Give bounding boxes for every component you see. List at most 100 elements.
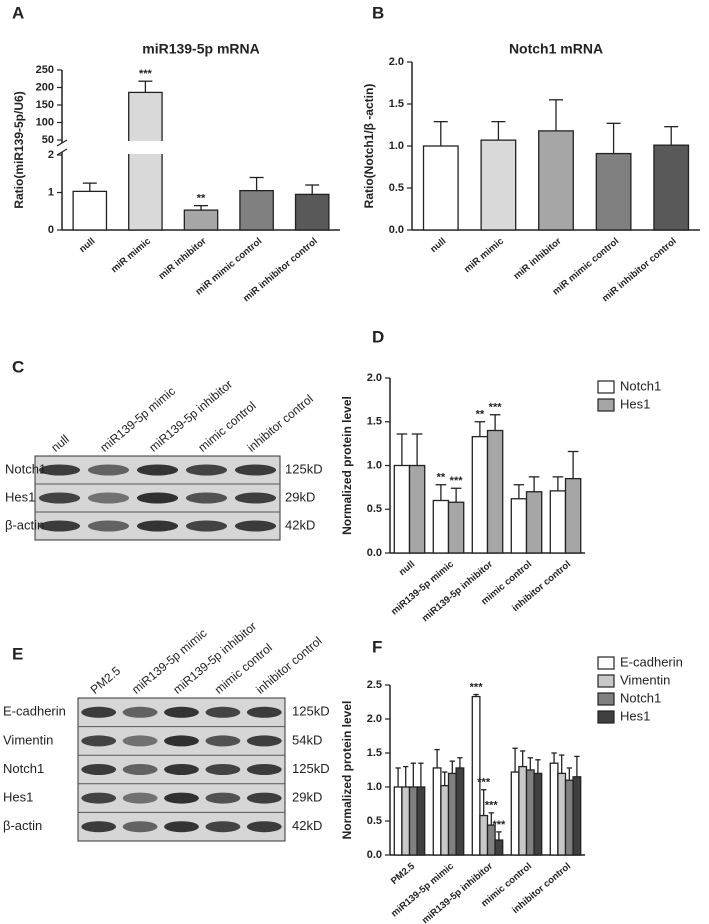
x-tick-label: null (77, 236, 97, 255)
bar (471, 435, 489, 554)
significance: ** (197, 193, 206, 205)
bar (416, 786, 426, 856)
bar (557, 772, 567, 856)
bar (494, 839, 504, 856)
y-axis-label: Normalized protein level (340, 396, 354, 535)
blot-band (185, 492, 228, 504)
blot-band (87, 492, 130, 504)
panel-letter: D (372, 327, 384, 346)
x-tick-label: miR mimic (109, 236, 153, 275)
blot-size-label: 125kD (292, 761, 330, 776)
blot-band (38, 492, 81, 504)
blot-band (136, 492, 179, 504)
bar (72, 190, 108, 231)
bar (128, 91, 163, 231)
blot-row-label: β-actin (3, 818, 42, 833)
lane-label: null (48, 432, 71, 455)
blot-band (122, 792, 158, 804)
lane-label: miR139-5p inhibitor (146, 377, 235, 455)
blot-band (246, 764, 282, 775)
y-tick-label: 0.0 (389, 224, 404, 236)
bar (525, 769, 535, 856)
x-tick-label: miR139-5p inhibitor (420, 559, 495, 625)
bar (549, 762, 559, 856)
y-tick-label: 1.0 (389, 140, 404, 152)
legend-swatch (597, 380, 615, 394)
panel-letter: F (372, 637, 382, 656)
legend-swatch (597, 656, 615, 670)
break-mark (56, 139, 68, 147)
y-tick-label: 200 (36, 81, 54, 93)
bar (447, 501, 465, 554)
y-tick-label: 0.5 (367, 503, 382, 515)
legend-label: Notch1 (620, 690, 661, 705)
blot-size-label: 29kD (285, 489, 315, 504)
blot-row-label: Notch1 (5, 461, 46, 476)
blot-band (234, 464, 277, 476)
bar (455, 767, 465, 856)
blot-band (87, 464, 130, 476)
y-tick-label: 2 (48, 149, 54, 161)
blot-band (122, 821, 158, 833)
significance: *** (139, 68, 153, 80)
bar (538, 130, 574, 231)
blot-band (81, 792, 117, 804)
y-axis-label: Ratio(Notch1/β -actin) (362, 84, 376, 209)
legend-swatch (597, 710, 615, 724)
blot-band (246, 706, 282, 718)
x-tick-label: miR inhibitor (512, 236, 564, 282)
panel-letter: C (12, 357, 24, 376)
blot-band (38, 520, 81, 532)
blot-size-label: 29kD (292, 790, 322, 805)
legend-label: E-cadherin (620, 654, 683, 669)
break-mark (56, 148, 68, 156)
y-axis-label: Ratio(miR139-5p/U6) (12, 91, 26, 208)
y-tick-label: 0.0 (367, 849, 382, 861)
blot-band (164, 764, 199, 775)
blot-row-label: Notch1 (3, 761, 44, 776)
x-tick-label: miR inhibitor (157, 236, 209, 282)
significance: *** (489, 402, 503, 414)
blot-band (164, 706, 199, 718)
blot-band (122, 735, 158, 747)
lane-label: inhibitor control (244, 392, 315, 455)
bar (518, 765, 528, 856)
bar (486, 429, 504, 554)
bar (447, 772, 457, 856)
blot-size-label: 42kD (285, 517, 315, 532)
legend-swatch (597, 692, 615, 706)
bar (393, 786, 403, 856)
legend-swatch (597, 674, 615, 688)
blot-band (246, 821, 282, 833)
blot-band (136, 520, 179, 532)
significance: *** (492, 819, 506, 831)
bar (432, 767, 442, 856)
significance: *** (477, 777, 491, 789)
bar (525, 491, 543, 554)
chart-title: miR139-5p mRNA (142, 41, 259, 57)
bar (480, 139, 517, 231)
legend-label: Hes1 (620, 708, 650, 723)
bar (533, 772, 543, 856)
blot-band (234, 520, 277, 532)
bar (572, 776, 582, 856)
x-tick-label: miR139-5p inhibitor (420, 861, 495, 924)
y-tick-label: 1.0 (367, 781, 382, 793)
legend-swatch (597, 398, 615, 412)
bar (422, 145, 459, 231)
bar (440, 784, 450, 856)
y-tick-label: 2.0 (367, 372, 382, 384)
panel-letter: B (372, 3, 384, 22)
blot-band (234, 492, 277, 504)
x-tick-label: null (428, 236, 448, 255)
bar (510, 498, 528, 554)
blot-band (122, 706, 158, 718)
blot-band (136, 464, 179, 476)
significance: ** (476, 409, 485, 421)
bar (432, 499, 450, 554)
panel-letter: A (12, 3, 24, 22)
y-tick-label: 1 (48, 186, 54, 198)
blot-band (205, 706, 241, 718)
y-tick-label: 50 (42, 134, 54, 146)
blot-row-label: β-actin (5, 517, 44, 532)
